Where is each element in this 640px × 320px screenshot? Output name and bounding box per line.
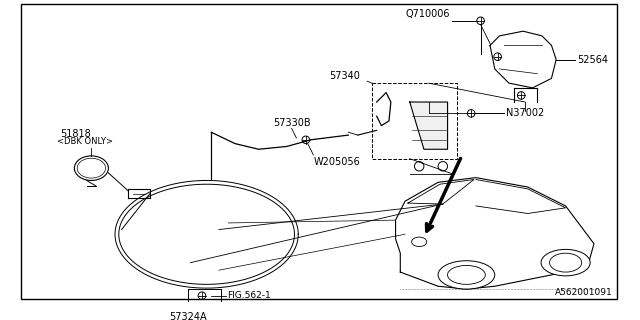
Text: 51818: 51818	[60, 129, 91, 139]
Text: N37002: N37002	[506, 108, 545, 118]
Ellipse shape	[447, 266, 485, 284]
Ellipse shape	[438, 261, 495, 289]
Text: A562001091: A562001091	[555, 288, 613, 297]
Polygon shape	[490, 31, 556, 88]
Text: W205056: W205056	[314, 157, 360, 167]
Text: 52564: 52564	[577, 54, 608, 65]
Ellipse shape	[74, 156, 108, 180]
Text: <DBK ONLY>: <DBK ONLY>	[58, 137, 113, 147]
Polygon shape	[396, 178, 594, 289]
Text: 57324A: 57324A	[169, 312, 207, 320]
Polygon shape	[410, 102, 447, 149]
Ellipse shape	[77, 158, 106, 178]
Text: FIG.562-1: FIG.562-1	[227, 291, 271, 300]
Ellipse shape	[412, 237, 427, 247]
Ellipse shape	[541, 249, 590, 276]
Text: 57330B: 57330B	[273, 118, 310, 128]
Ellipse shape	[550, 253, 582, 272]
Text: 57340: 57340	[330, 71, 360, 81]
Text: Q710006: Q710006	[406, 9, 451, 19]
